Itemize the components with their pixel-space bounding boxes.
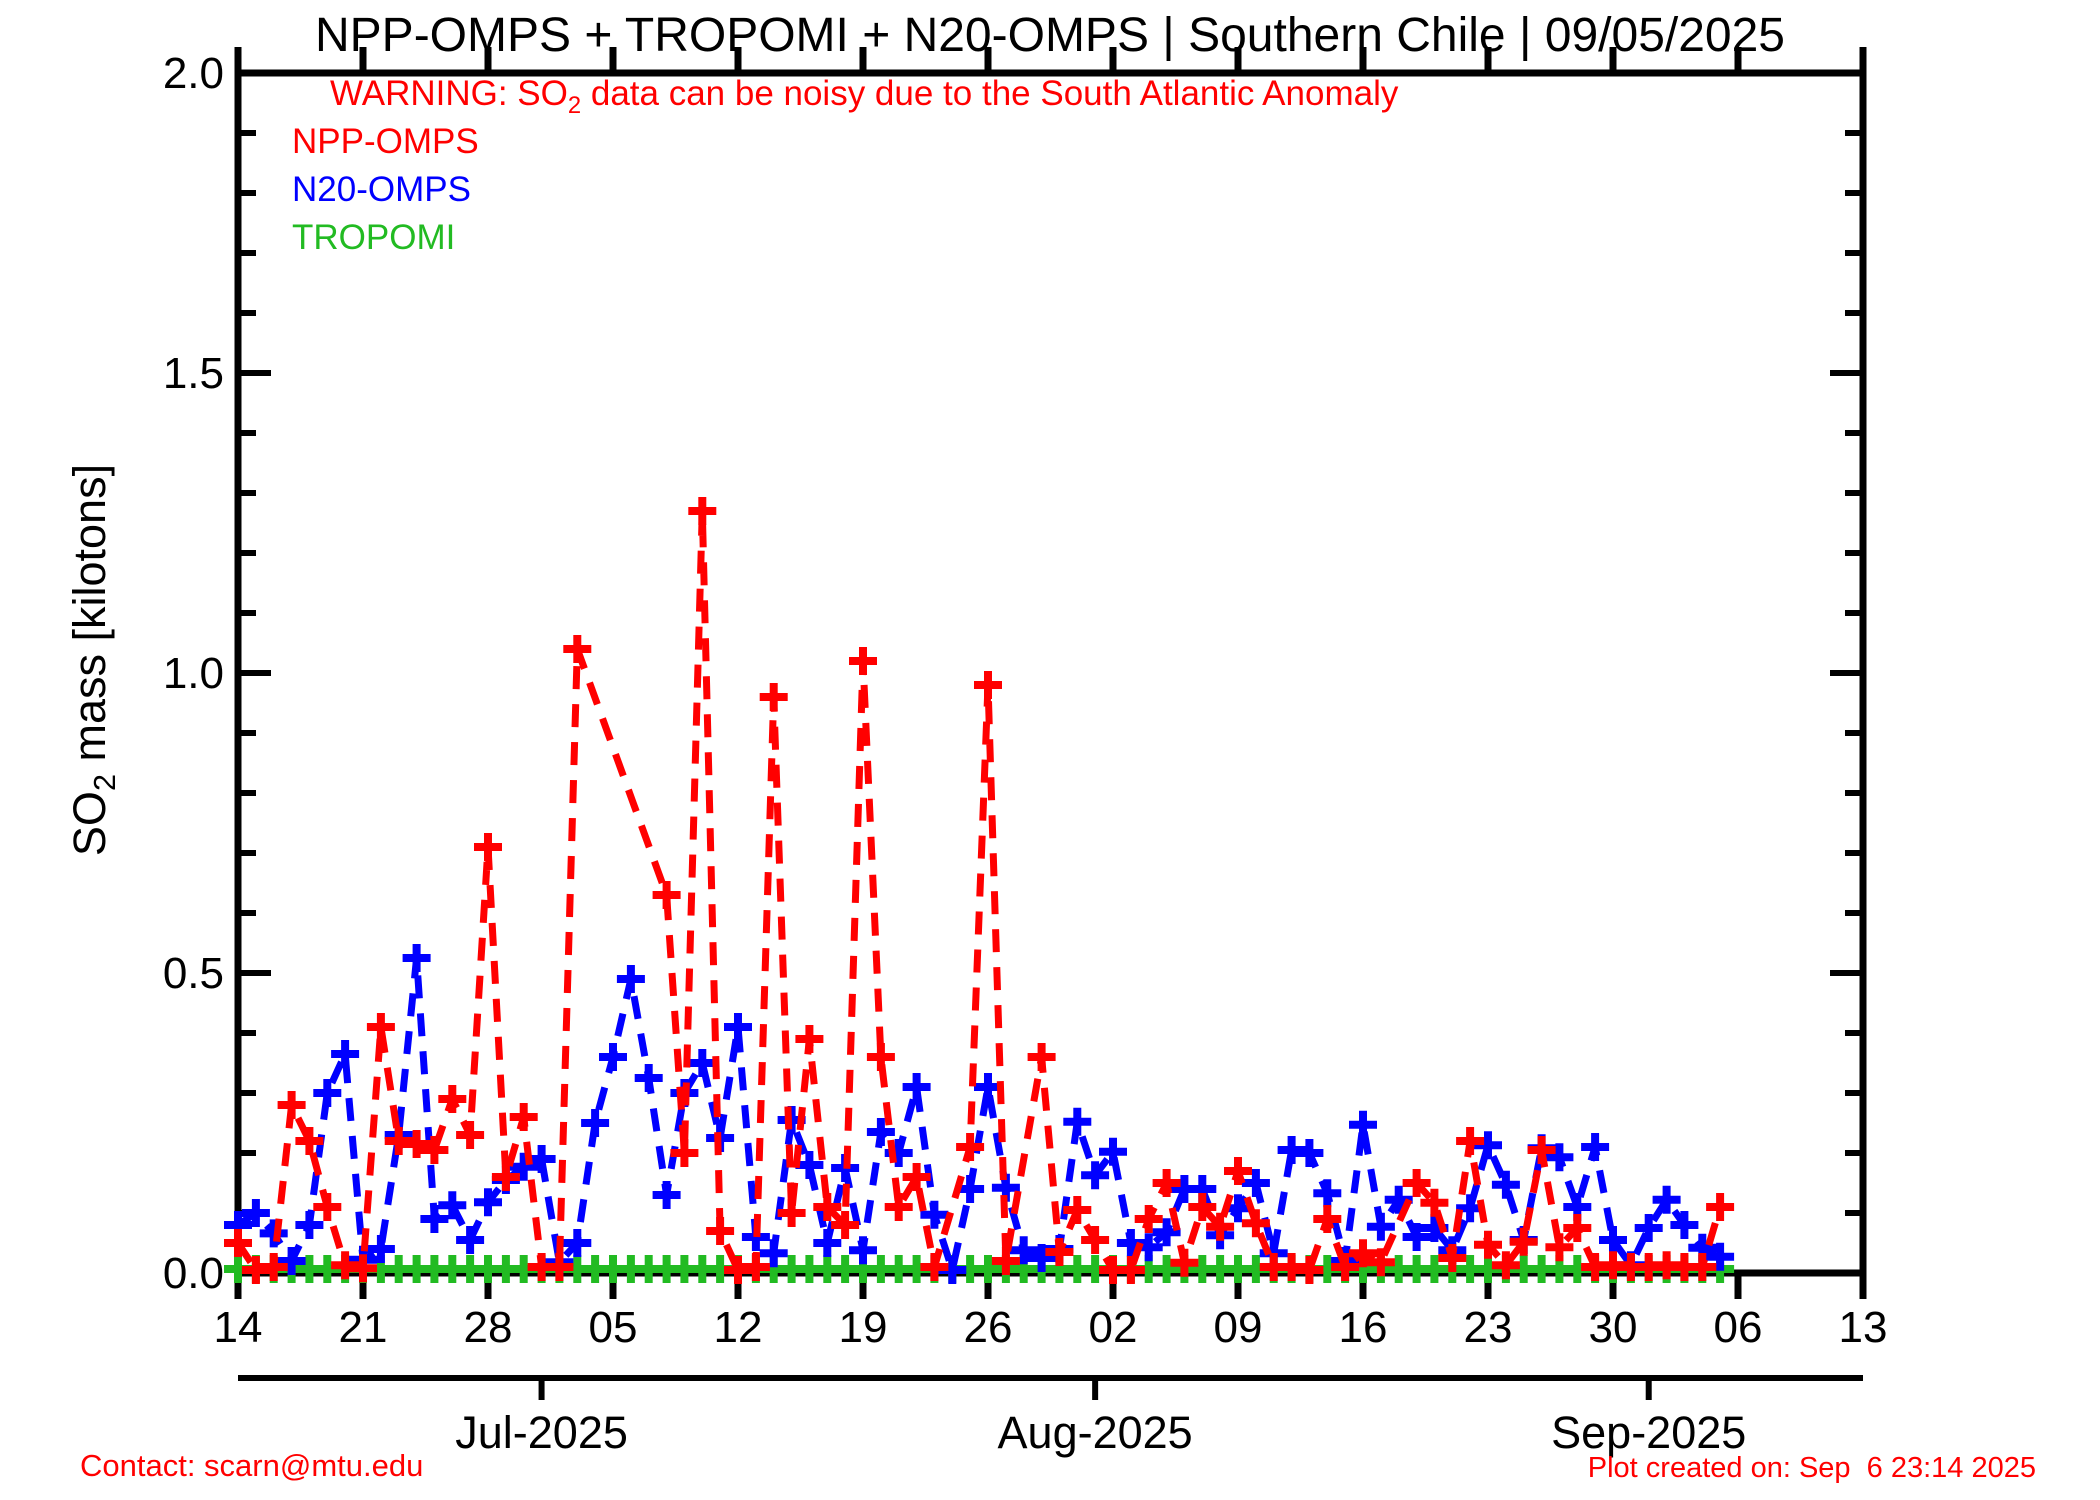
y-axis-label: SO2 mass [kilotons] [64,463,122,857]
chart-title: NPP-OMPS + TROPOMI + N20-OMPS | Southern… [315,9,1785,62]
legend-npp-omps: NPP-OMPS [292,122,479,161]
warning-text-suffix: data can be noisy due to the South Atlan… [581,74,1399,113]
svg-text:06: 06 [1714,1303,1763,1352]
series-npp-omps [224,497,1735,1284]
svg-text:26: 26 [964,1303,1013,1352]
warning-text: WARNING: SO2 data can be noisy due to th… [330,74,1399,117]
plot-created-text: Plot created on: Sep 6 23:14 2025 [1587,1452,2036,1484]
svg-text:2.0: 2.0 [163,49,224,98]
svg-text:12: 12 [714,1303,763,1352]
contact-text: Contact: scarn@mtu.edu [80,1448,424,1483]
svg-text:0.5: 0.5 [163,949,224,998]
warning-text-subscript: 2 [567,92,582,119]
svg-text:0.0: 0.0 [163,1249,224,1298]
svg-text:Sep-2025: Sep-2025 [1551,1407,1746,1458]
svg-text:14: 14 [214,1303,263,1352]
svg-text:23: 23 [1464,1303,1513,1352]
y-axis-label-subscript: 2 [88,774,122,792]
x-axis: 14 21 28 05 12 19 26 02 09 16 23 30 06 13 [214,47,1888,1352]
svg-text:19: 19 [839,1303,888,1352]
legend-n20-omps: N20-OMPS [292,170,471,209]
month-axis: Jul-2025 Aug-2025 Sep-2025 [238,1375,1863,1458]
svg-text:Aug-2025: Aug-2025 [998,1407,1193,1458]
svg-text:05: 05 [589,1303,638,1352]
svg-text:Jul-2025: Jul-2025 [455,1407,628,1458]
svg-text:09: 09 [1214,1303,1263,1352]
y-axis: 0.0 0.5 1.0 1.5 2.0 [163,49,1863,1298]
legend-tropomi: TROPOMI [292,218,456,257]
svg-text:21: 21 [339,1303,388,1352]
svg-text:16: 16 [1339,1303,1388,1352]
y-axis-label-prefix: SO [64,791,115,857]
axes-frame [234,69,1867,1277]
svg-text:28: 28 [464,1303,513,1352]
svg-text:30: 30 [1589,1303,1638,1352]
y-axis-label-suffix: mass [kilotons] [64,463,115,775]
svg-text:02: 02 [1089,1303,1138,1352]
svg-text:1.5: 1.5 [163,349,224,398]
svg-text:1.0: 1.0 [163,649,224,698]
warning-text-prefix: WARNING: SO [330,74,568,113]
svg-text:13: 13 [1839,1303,1888,1352]
